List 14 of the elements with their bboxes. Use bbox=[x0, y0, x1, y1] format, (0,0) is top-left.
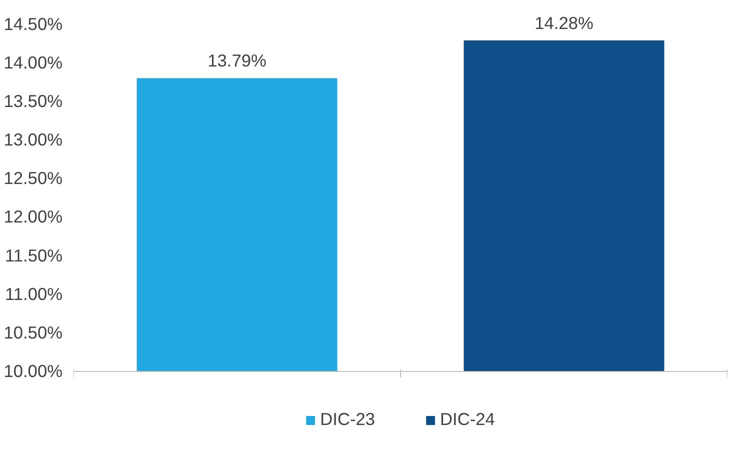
y-tick-label: 12.00% bbox=[4, 206, 63, 227]
y-tick-label: 13.00% bbox=[4, 130, 63, 150]
data-label: 14.28% bbox=[534, 12, 594, 33]
y-tick-label: 14.50% bbox=[4, 14, 63, 34]
y-tick-label: 12.50% bbox=[4, 168, 63, 188]
legend-label: DIC-24 bbox=[440, 409, 495, 430]
y-tick-label: 13.50% bbox=[4, 91, 63, 112]
y-tick-label: 11.00% bbox=[5, 284, 62, 304]
y-tick-label: 10.50% bbox=[4, 322, 63, 342]
legend-label: DIC-23 bbox=[320, 409, 375, 430]
y-tick-label: 11.50% bbox=[5, 245, 62, 266]
data-label: 13.79% bbox=[208, 50, 266, 71]
y-tick-label: 14.00% bbox=[4, 52, 63, 72]
y-tick-label: 10.00% bbox=[4, 361, 63, 382]
